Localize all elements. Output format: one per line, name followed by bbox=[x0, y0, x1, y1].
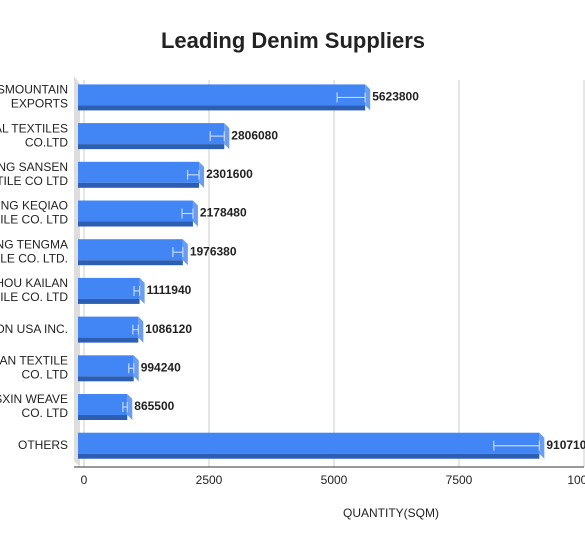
bar-end bbox=[365, 84, 371, 111]
error-bar bbox=[181, 208, 194, 219]
bar-end bbox=[539, 432, 545, 459]
bar bbox=[78, 123, 230, 150]
x-axis-label: QUANTITY(SQM) bbox=[343, 506, 439, 520]
x-tick-label: 7500 bbox=[446, 473, 473, 487]
data-label: 1086120 bbox=[145, 322, 192, 336]
bar-face bbox=[78, 277, 140, 299]
y-tick-label: TILE CO LTD bbox=[0, 174, 68, 188]
bar bbox=[78, 432, 545, 459]
bar-bottom bbox=[78, 376, 134, 382]
bar-end bbox=[133, 355, 139, 382]
bar-bottom bbox=[78, 415, 128, 421]
y-tick-label: CO. LTD bbox=[22, 406, 69, 420]
y-tick-label: ON USA INC. bbox=[0, 322, 68, 336]
bar-bottom bbox=[78, 144, 225, 150]
error-bar bbox=[172, 247, 184, 258]
bar-face bbox=[78, 123, 225, 145]
y-tick-label: ILE CO. LTD. bbox=[0, 251, 68, 265]
y-tick-label: CO.LTD bbox=[25, 135, 68, 149]
error-bar bbox=[493, 440, 540, 451]
y-tick-label: HOU KAILAN bbox=[0, 276, 68, 290]
bar-end bbox=[127, 394, 133, 421]
bar-face bbox=[78, 200, 193, 222]
x-tick-label: 5000 bbox=[321, 473, 348, 487]
bar bbox=[78, 394, 133, 421]
bar-end bbox=[182, 239, 188, 266]
error-bar bbox=[128, 363, 135, 374]
bar-end bbox=[224, 123, 230, 150]
data-label: 9107100 bbox=[546, 438, 585, 452]
data-label: 5623800 bbox=[372, 90, 419, 104]
error-bar bbox=[122, 402, 128, 413]
bar-face bbox=[78, 316, 139, 338]
bar-end bbox=[192, 200, 198, 227]
data-label: 1111940 bbox=[147, 283, 192, 297]
chart-title: Leading Denim Suppliers bbox=[161, 28, 425, 53]
data-label: 2301600 bbox=[206, 167, 253, 181]
data-label: 2178480 bbox=[200, 206, 247, 220]
y-tick-label: CO. LTD bbox=[22, 367, 69, 381]
y-tick-label: SMOUNTAIN bbox=[0, 83, 68, 97]
bar-face bbox=[78, 355, 134, 377]
error-bar bbox=[209, 131, 225, 142]
bar-face bbox=[78, 432, 540, 454]
data-label: 2806080 bbox=[231, 128, 278, 142]
bar-face bbox=[78, 394, 128, 416]
data-label: 865500 bbox=[134, 399, 174, 413]
x-tick-label: 10000 bbox=[567, 473, 585, 487]
bar-bottom bbox=[78, 260, 183, 266]
y-tick-label: NG SANSEN bbox=[0, 160, 68, 174]
bar bbox=[78, 316, 144, 343]
bar bbox=[78, 200, 198, 227]
y-tick-label: ILE CO. LTD bbox=[0, 290, 68, 304]
bar-face bbox=[78, 84, 366, 106]
x-tick-label: 2500 bbox=[196, 473, 223, 487]
y-tick-label: NG TENGMA bbox=[0, 237, 68, 251]
y-tick-label: OTHERS bbox=[18, 438, 68, 452]
y-tick-label: NG KEQIAO bbox=[1, 199, 68, 213]
bar-bottom bbox=[78, 221, 193, 227]
bar bbox=[78, 277, 145, 304]
bar-face bbox=[78, 239, 183, 261]
y-tick-label: AL TEXTILES bbox=[0, 121, 68, 135]
bar-bottom bbox=[78, 105, 366, 111]
error-bar bbox=[186, 169, 200, 180]
data-label: 1976380 bbox=[190, 244, 237, 258]
bar-bottom bbox=[78, 453, 540, 459]
bar bbox=[78, 161, 205, 188]
y-tick-label: AN TEXTILE bbox=[0, 353, 68, 367]
error-bar bbox=[133, 285, 141, 296]
y-tick-label: ILE CO. LTD bbox=[0, 213, 68, 227]
bar bbox=[78, 355, 139, 382]
bar-bottom bbox=[78, 298, 140, 304]
x-tick-label: 0 bbox=[81, 473, 88, 487]
error-bar bbox=[132, 324, 139, 335]
bar-end bbox=[138, 316, 144, 343]
bar-face bbox=[78, 161, 200, 183]
bar-bottom bbox=[78, 182, 200, 188]
bar bbox=[78, 239, 188, 266]
bar bbox=[78, 84, 371, 111]
error-bar bbox=[336, 92, 366, 103]
y-tick-label: SXIN WEAVE bbox=[0, 392, 68, 406]
bar-end bbox=[139, 277, 145, 304]
y-tick-label: EXPORTS bbox=[11, 97, 68, 111]
bar-end bbox=[199, 161, 205, 188]
data-label: 994240 bbox=[141, 360, 181, 374]
bar-bottom bbox=[78, 337, 139, 343]
